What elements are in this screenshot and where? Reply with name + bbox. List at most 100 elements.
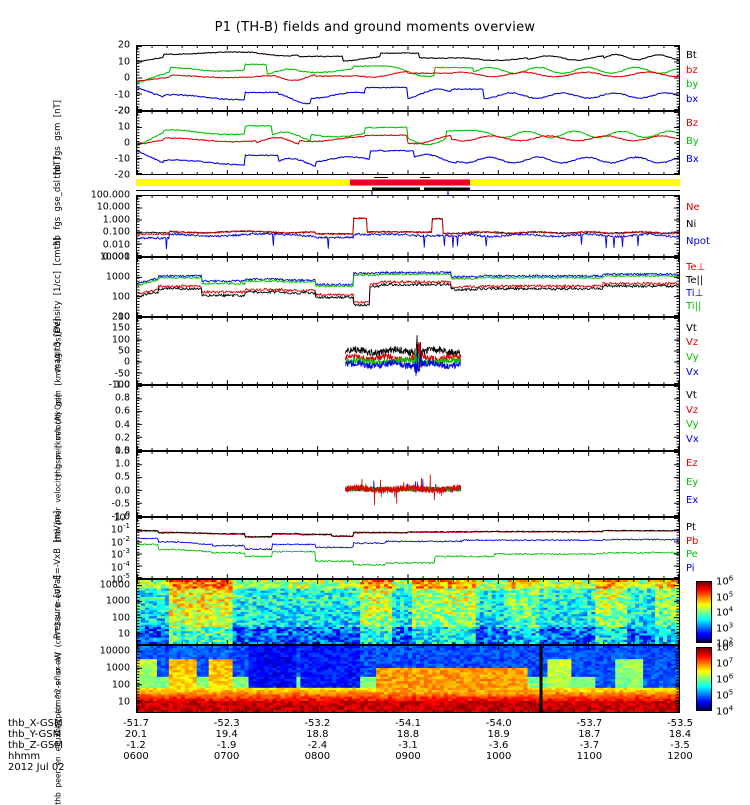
colorbar-label: 104 [716, 605, 733, 618]
legend-density-Ni: Ni [686, 220, 696, 230]
ytick-label: 200 [68, 312, 130, 322]
xaxis-value: 18.8 [306, 729, 328, 740]
legend-fgs-gsm-bz: bz [686, 66, 698, 76]
colorbar-label: 108 [716, 640, 733, 653]
ytick-label: 0 [68, 138, 130, 148]
peer-colorbar [696, 647, 712, 711]
xaxis-value: 0700 [214, 751, 239, 762]
xaxis-value: 1200 [667, 751, 692, 762]
legend-fgs-gsm-bx: bx [686, 95, 698, 105]
ytick-label: 100.000 [68, 190, 130, 200]
legend-temperature-Ti: Ti⊥ [686, 289, 703, 299]
xaxis-value: 0800 [305, 751, 330, 762]
panel-peir-spectrogram [136, 579, 680, 645]
ytick-label: 100 [68, 613, 130, 623]
legend-peer-velocity-Vt: Vt [686, 391, 697, 401]
xaxis-value: -3.5 [670, 740, 690, 751]
legend-fgs-gsm-Bt: Bt [686, 51, 697, 61]
legend-fgs-gsm-by: by [686, 80, 698, 90]
xaxis-value: -51.7 [123, 718, 149, 729]
xaxis-row-label-hhmm: hhmm [8, 751, 40, 762]
xaxis-value: 1000 [486, 751, 511, 762]
ytick-label: 100 [68, 680, 130, 690]
xaxis-value: -1.9 [217, 740, 237, 751]
ytick-label: 10000 [68, 252, 130, 262]
xaxis-value: -54.1 [395, 718, 421, 729]
xaxis-value: 18.8 [397, 729, 419, 740]
ytick-label: 100 [68, 292, 130, 302]
xaxis-value: 0900 [395, 751, 420, 762]
ytick-label: 150 [68, 324, 130, 334]
xaxis-row-label-thb_YGSM: thb_Y-GSM [8, 729, 61, 740]
xaxis-value: 18.4 [669, 729, 691, 740]
legend-pressure-Pi: Pi [686, 564, 695, 574]
legend-temperature-Te: Te⊥ [686, 263, 705, 273]
ytick-label: 0.5 [68, 473, 130, 483]
xaxis-value: -53.2 [304, 718, 330, 729]
ytick-label: 100 [68, 511, 130, 523]
ytick-label: 20 [68, 40, 130, 50]
ytick-label: 0.2 [68, 433, 130, 443]
ytick-label: 0 [68, 73, 130, 83]
legend-temperature-Ti: Ti|| [686, 302, 701, 312]
ytick-label: 0 [68, 358, 130, 368]
xaxis-row-label-thb_ZGSM: thb_Z-GSM [8, 740, 63, 751]
ytick-label: 0.8 [68, 393, 130, 403]
colorbar-label: 105 [716, 590, 733, 603]
legend-pressure-Pb: Pb [686, 537, 698, 547]
panel-peir-velocity [136, 317, 680, 385]
ytick-label: -50 [68, 369, 130, 379]
colorbar-label: 103 [716, 621, 733, 634]
legend-peir-velocity-Vz: Vz [686, 338, 698, 348]
xaxis-value: -3.7 [580, 740, 600, 751]
legend-efield-Ez: Ez [686, 459, 698, 469]
xaxis-value: -3.6 [489, 740, 509, 751]
xaxis-value: -2.4 [308, 740, 328, 751]
legend-density-Npot: Npot [686, 237, 710, 247]
ytick-label: 10.000 [68, 203, 130, 213]
ytick-label: 10-2 [68, 536, 130, 548]
ytick-label: 1000 [68, 272, 130, 282]
ytick-label: 0.4 [68, 420, 130, 430]
page-title: P1 (TH-B) fields and ground moments over… [0, 20, 750, 35]
colorbar-label: 106 [716, 574, 733, 587]
panel-peer-velocity [136, 385, 680, 451]
ytick-label: 0.100 [68, 227, 130, 237]
xaxis-value: -52.3 [214, 718, 240, 729]
ytick-label: 50 [68, 346, 130, 356]
xaxis-value: 1100 [577, 751, 602, 762]
ytick-label: 10-1 [68, 524, 130, 536]
legend-peer-velocity-Vx: Vx [686, 435, 699, 445]
ytick-label: 1000 [68, 663, 130, 673]
ytick-label: 10 [68, 57, 130, 67]
panel-efield [136, 451, 680, 517]
ytick-label: -10 [68, 90, 130, 100]
peir-colorbar [696, 581, 712, 643]
legend-fgs-gse-Bz: Bz [686, 119, 698, 129]
ytick-label: 10000 [68, 580, 130, 590]
legend-fgs-gse-By: By [686, 137, 699, 147]
legend-temperature-Te: Te|| [686, 276, 703, 286]
date-label: 2012 Jul 02 [8, 762, 65, 773]
ytick-label: -10 [68, 154, 130, 164]
legend-peer-velocity-Vz: Vz [686, 406, 698, 416]
xaxis-value: -54.0 [486, 718, 512, 729]
ytick-label: 10 [68, 630, 130, 640]
panel-pressure [136, 517, 680, 579]
ytick-label: 10 [68, 697, 130, 707]
xaxis-row-label-thb_XGSM: thb_X-GSM [8, 718, 63, 729]
ytick-label: 10 [68, 122, 130, 132]
xaxis-value: 0600 [123, 751, 148, 762]
ytick-label: 10-3 [68, 548, 130, 560]
colorbar-label: 106 [716, 672, 733, 685]
colorbar-label: 107 [716, 656, 733, 669]
panel-temperature [136, 257, 680, 317]
ytick-label: -20 [68, 170, 130, 180]
legend-pressure-Pe: Pe [686, 550, 698, 560]
